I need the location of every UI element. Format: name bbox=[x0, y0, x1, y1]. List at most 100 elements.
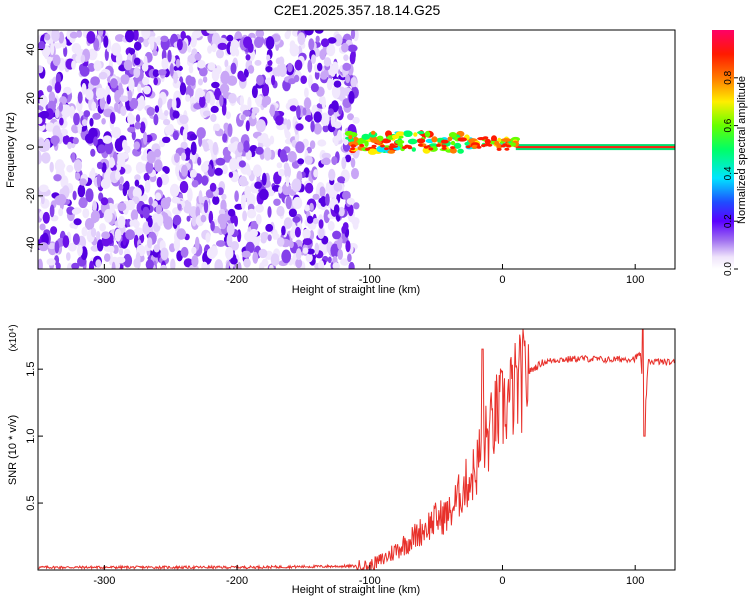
heatmap-noise-cell bbox=[155, 204, 162, 215]
heatmap-noise-cell bbox=[120, 74, 130, 85]
heatmap-noise-cell bbox=[50, 41, 55, 56]
heatmap-noise-cell bbox=[90, 148, 96, 157]
heatmap-noise-cell bbox=[50, 226, 58, 235]
heatmap-noise-cell bbox=[138, 36, 144, 43]
heatmap-noise-cell bbox=[119, 176, 124, 185]
heatmap-noise-cell bbox=[104, 253, 111, 262]
heatmap-noise-cell bbox=[308, 74, 313, 89]
heatmap-signal-cell bbox=[348, 135, 353, 140]
heatmap-noise-cell bbox=[96, 161, 103, 170]
heatmap-noise-cell bbox=[346, 197, 355, 205]
heatmap-noise-cell bbox=[39, 184, 49, 193]
heatmap-noise-cell bbox=[77, 184, 86, 198]
heatmap-noise-cell bbox=[227, 123, 233, 137]
heatmap-noise-cell bbox=[333, 121, 342, 129]
heatmap-signal-cell bbox=[416, 138, 426, 144]
heatmap-noise-cell bbox=[181, 164, 188, 177]
heatmap-noise-cell bbox=[90, 76, 100, 86]
heatmap-noise-cell bbox=[169, 63, 174, 77]
heatmap-noise-cell bbox=[265, 223, 274, 232]
heatmap-noise-cell bbox=[309, 140, 316, 150]
heatmap-noise-cell bbox=[226, 34, 234, 42]
heatmap-noise-cell bbox=[133, 141, 140, 150]
heatmap-noise-cell bbox=[350, 157, 356, 168]
heatmap-noise-cell bbox=[212, 195, 220, 205]
heatmap-noise-cell bbox=[101, 118, 106, 125]
heatmap-noise-cell bbox=[46, 85, 53, 93]
heatmap-noise-cell bbox=[164, 110, 169, 116]
heatmap-signal-cell bbox=[497, 137, 502, 143]
heatmap-noise-cell bbox=[102, 135, 113, 144]
heatmap-noise-cell bbox=[246, 167, 252, 177]
spectrogram-cells bbox=[38, 30, 675, 269]
heatmap-signal-peak bbox=[504, 147, 510, 151]
heatmap-noise-cell bbox=[227, 143, 237, 153]
heatmap-noise-cell bbox=[115, 52, 123, 66]
heatmap-noise-cell bbox=[99, 96, 106, 110]
heatmap-noise-cell bbox=[129, 219, 135, 227]
heatmap-noise-cell bbox=[38, 150, 42, 164]
heatmap-noise-cell bbox=[289, 105, 297, 112]
heatmap-noise-cell bbox=[326, 43, 336, 57]
y-tick-label: 1.0 bbox=[25, 428, 37, 443]
y-tick-label: 40 bbox=[25, 43, 37, 55]
heatmap-noise-cell bbox=[208, 93, 216, 106]
heatmap-noise-cell bbox=[127, 89, 133, 102]
heatmap-signal-peak bbox=[384, 147, 389, 151]
snr-xlabel: Height of straight line (km) bbox=[292, 584, 420, 596]
heatmap-noise-cell bbox=[276, 64, 281, 77]
heatmap-noise-cell bbox=[84, 218, 95, 231]
heatmap-noise-cell bbox=[251, 85, 258, 99]
y-tick-label: -40 bbox=[25, 237, 37, 253]
heatmap-noise-cell bbox=[312, 218, 319, 225]
heatmap-noise-cell bbox=[52, 54, 61, 67]
heatmap-noise-cell bbox=[99, 223, 106, 232]
heatmap-signal-cell bbox=[477, 137, 486, 141]
heatmap-noise-cell bbox=[118, 248, 124, 256]
heatmap-noise-cell bbox=[323, 57, 332, 67]
heatmap-noise-cell bbox=[41, 152, 51, 164]
heatmap-noise-cell bbox=[245, 54, 251, 61]
heatmap-noise-cell bbox=[252, 251, 259, 264]
heatmap-noise-cell bbox=[230, 62, 237, 75]
heatmap-noise-cell bbox=[327, 37, 337, 44]
heatmap-noise-cell bbox=[350, 30, 356, 40]
heatmap-noise-cell bbox=[211, 68, 220, 82]
heatmap-noise-cell bbox=[129, 97, 139, 110]
heatmap-noise-cell bbox=[160, 247, 169, 261]
heatmap-noise-cell bbox=[38, 258, 43, 269]
heatmap-noise-cell bbox=[90, 210, 100, 223]
heatmap-noise-cell bbox=[222, 133, 228, 143]
heatmap-noise-cell bbox=[139, 121, 146, 134]
heatmap-signal-cell bbox=[447, 136, 453, 142]
heatmap-noise-cell bbox=[78, 197, 88, 209]
heatmap-noise-cell bbox=[289, 43, 300, 57]
heatmap-noise-cell bbox=[81, 226, 88, 237]
heatmap-noise-cell bbox=[304, 30, 314, 36]
heatmap-noise-cell bbox=[252, 164, 262, 177]
heatmap-noise-cell bbox=[128, 78, 135, 92]
heatmap-noise-cell bbox=[44, 33, 51, 41]
heatmap-signal-cell bbox=[457, 137, 468, 142]
heatmap-noise-cell bbox=[295, 141, 305, 154]
heatmap-signal-cell bbox=[448, 132, 457, 138]
heatmap-noise-cell bbox=[237, 141, 244, 153]
heatmap-noise-cell bbox=[111, 42, 122, 56]
heatmap-noise-cell bbox=[330, 243, 340, 258]
heatmap-noise-cell bbox=[198, 66, 208, 77]
heatmap-noise-cell bbox=[72, 137, 79, 145]
heatmap-noise-cell bbox=[261, 96, 269, 108]
heatmap-noise-cell bbox=[146, 150, 156, 164]
heatmap-noise-cell bbox=[82, 208, 90, 219]
heatmap-noise-cell bbox=[71, 208, 80, 215]
x-tick-label: 100 bbox=[626, 575, 644, 587]
heatmap-noise-cell bbox=[295, 258, 303, 269]
heatmap-noise-cell bbox=[332, 230, 342, 240]
heatmap-noise-cell bbox=[239, 95, 244, 107]
heatmap-noise-cell bbox=[97, 30, 104, 37]
heatmap-noise-cell bbox=[127, 114, 136, 125]
heatmap-noise-cell bbox=[292, 216, 301, 223]
heatmap-noise-cell bbox=[287, 62, 293, 73]
heatmap-signal-cell bbox=[440, 139, 449, 144]
heatmap-noise-cell bbox=[109, 245, 115, 253]
